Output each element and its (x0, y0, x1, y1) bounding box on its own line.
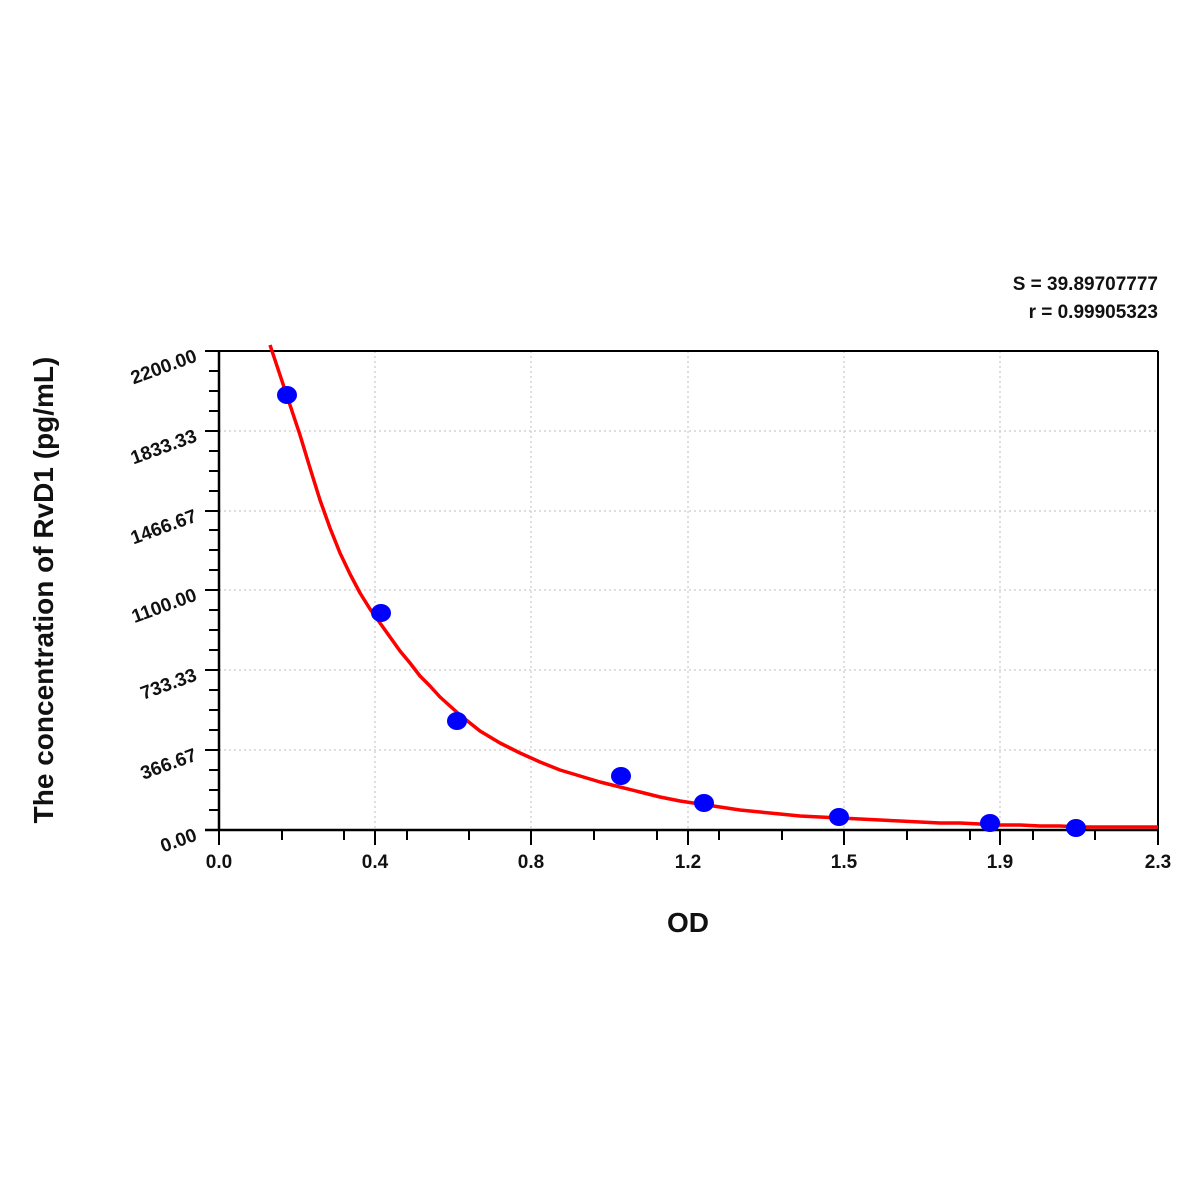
x-tick-label: 1.2 (675, 852, 701, 873)
data-point (611, 767, 631, 785)
y-tick-label: 1100.00 (129, 585, 200, 628)
y-axis-ticks (205, 350, 219, 811)
x-tick-label: 1.9 (987, 852, 1013, 873)
y-tick-labels: 0.00 366.67 733.33 1100.00 1466.67 1833.… (128, 346, 200, 857)
y-tick-label: 2200.00 (128, 346, 200, 389)
x-tick-label: 2.3 (1145, 852, 1171, 873)
x-axis-ticks (218, 830, 1159, 845)
y-tick-label: 1466.67 (128, 506, 200, 549)
x-tick-labels: 0.0 0.4 0.8 1.2 1.5 1.9 2.3 (206, 852, 1171, 873)
r-statistic: r = 0.99905323 (1029, 302, 1158, 323)
fitted-curve (268, 344, 1158, 829)
y-axis-title: The concentration of RvD1 (pg/mL) (28, 357, 59, 824)
y-tick-label: 0.00 (158, 825, 200, 857)
data-point (694, 794, 714, 812)
data-point (980, 814, 1000, 832)
data-point (447, 712, 467, 730)
data-point (277, 386, 297, 404)
data-point (1066, 819, 1086, 837)
gridlines (219, 351, 1158, 830)
x-axis-title: OD (667, 907, 709, 938)
s-statistic: S = 39.89707777 (1013, 274, 1158, 295)
x-tick-label: 0.8 (518, 852, 544, 873)
data-point (371, 604, 391, 622)
x-tick-label: 0.0 (206, 852, 232, 873)
x-tick-label: 0.4 (362, 852, 389, 873)
data-points (277, 386, 1086, 837)
x-tick-label: 1.5 (831, 852, 858, 873)
y-tick-label: 1833.33 (128, 426, 200, 469)
y-tick-label: 366.67 (138, 745, 200, 785)
data-point (829, 808, 849, 826)
y-tick-label: 733.33 (138, 665, 200, 705)
